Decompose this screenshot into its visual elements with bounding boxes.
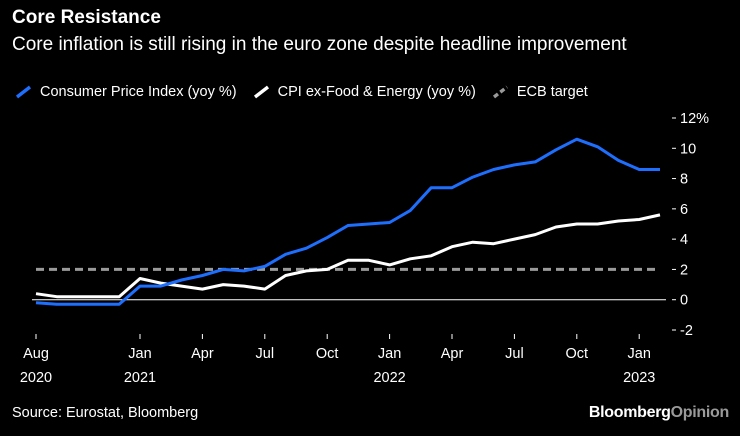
- legend-item-cpi: Consumer Price Index (yoy %): [14, 84, 237, 100]
- chart-title: Core Resistance: [12, 7, 161, 28]
- x-tick-label: Jan: [128, 346, 151, 362]
- legend-label-cpi: Consumer Price Index (yoy %): [40, 84, 237, 100]
- x-tick-label: Oct: [316, 346, 339, 362]
- legend-item-core: CPI ex-Food & Energy (yoy %): [252, 84, 476, 100]
- legend-label-target: ECB target: [516, 84, 588, 100]
- series-group: [35, 137, 661, 306]
- y-tick-label: 2: [680, 262, 688, 278]
- y-tick-label: 8: [680, 172, 688, 188]
- series-line-cpi: [35, 137, 660, 306]
- x-tick-label: Jan: [378, 346, 401, 362]
- y-tick-label: 4: [680, 232, 688, 248]
- y-tick-label: 10: [680, 141, 696, 157]
- x-tick-label: Oct: [566, 346, 589, 362]
- y-tick-label: 6: [680, 202, 688, 218]
- legend: Consumer Price Index (yoy %) CPI ex-Food…: [14, 84, 603, 100]
- slash-line-icon: [15, 85, 32, 99]
- brand-part-2: Opinion: [670, 404, 730, 421]
- x-tick-label: Jul: [505, 346, 524, 362]
- x-tick-label: Aug: [23, 346, 49, 362]
- x-tick-label: Jan: [628, 346, 651, 362]
- y-tick-label: 12%: [680, 111, 709, 127]
- y-tick-label: 0: [680, 293, 688, 309]
- x-tick-label: Jul: [256, 346, 275, 362]
- legend-item-target: ECB target: [491, 84, 588, 100]
- y-tick-label: -2: [680, 323, 693, 339]
- x-axis: Aug 2020 Jan 2021 Apr Jul Oct Jan 2022 Apr Jul Oct J…: [20, 334, 655, 386]
- x-tick-label: Apr: [191, 346, 214, 362]
- chart-subtitle: Core inflation is still rising in the eu…: [12, 34, 627, 55]
- dashed-slash-icon: [492, 85, 508, 99]
- y-axis: -2 0 2 4 6 8 10 12%: [32, 111, 709, 339]
- x-tick-year-label: 2020: [20, 370, 52, 386]
- brand-part-1: Bloomberg: [588, 404, 671, 421]
- x-tick-year-label: 2021: [124, 370, 156, 386]
- brand-logo: BloombergOpinion: [589, 404, 729, 422]
- x-tick-year-label: 2022: [373, 370, 405, 386]
- x-tick-label: Apr: [441, 346, 464, 362]
- legend-label-core: CPI ex-Food & Energy (yoy %): [277, 84, 476, 100]
- series-line-core: [35, 213, 661, 299]
- source-note: Source: Eurostat, Bloomberg: [12, 405, 199, 421]
- x-tick-year-label: 2023: [623, 370, 655, 386]
- slash-line-icon: [253, 85, 269, 99]
